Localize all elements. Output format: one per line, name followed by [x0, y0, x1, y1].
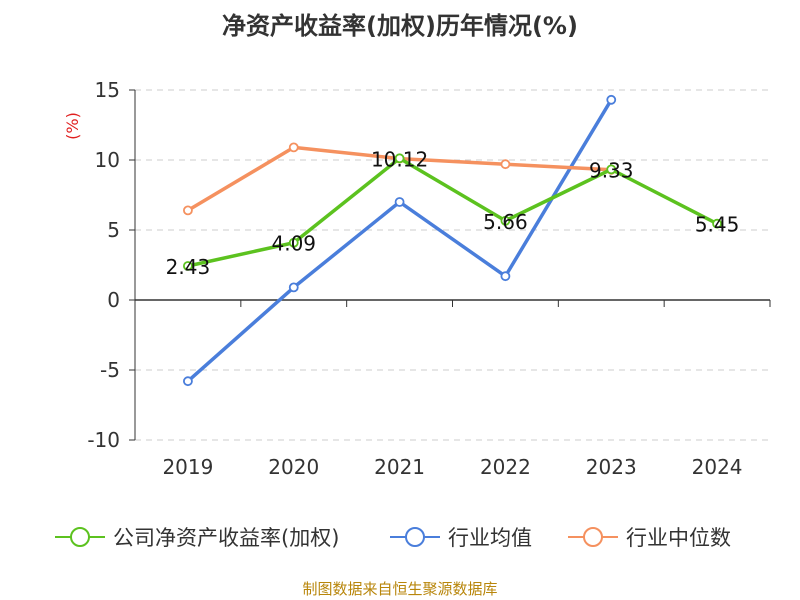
y-tick-label: 5	[107, 218, 120, 242]
data-label: 10.12	[371, 147, 428, 171]
y-tick-label: -5	[100, 358, 120, 382]
series-line	[186, 98, 613, 383]
data-point	[288, 237, 299, 248]
data-label: 2.43	[166, 255, 211, 279]
y-tick-label: 15	[95, 78, 120, 102]
chart-title: 净资产收益率(加权)历年情况(%)	[222, 12, 578, 40]
x-tick-label: 2019	[162, 455, 213, 479]
x-tick-label: 2024	[692, 455, 743, 479]
data-point	[288, 142, 299, 153]
data-point	[288, 282, 299, 293]
data-point	[394, 197, 405, 207]
data-point	[606, 164, 617, 175]
axes: 15 10 5 0 -5 -10 2019 2020 2021 2022 2023 2024	[87, 78, 771, 479]
y-axis-unit-label: (%)	[63, 112, 82, 140]
legend-marker	[70, 527, 90, 547]
data-point	[183, 376, 193, 387]
data-labels: 2.43 4.09 10.12 5.66 9.33 5.45	[166, 147, 740, 279]
data-label: 9.33	[589, 158, 634, 182]
data-point	[500, 271, 511, 282]
data-point	[394, 153, 405, 164]
y-tick-label: -10	[87, 428, 120, 452]
series-group	[183, 94, 722, 387]
y-tick-label: 10	[95, 148, 120, 172]
series-line	[187, 156, 718, 268]
legend-label: 公司净资产收益率(加权)	[113, 526, 339, 550]
legend-marker	[405, 527, 425, 547]
data-label: 5.45	[695, 213, 740, 237]
x-tick-label: 2021	[374, 455, 425, 479]
x-tick-label: 2023	[586, 455, 637, 479]
y-tick-label: 0	[107, 288, 120, 312]
data-source-note: 制图数据来自恒生聚源数据库	[302, 580, 497, 598]
grid-lines	[135, 89, 770, 441]
legend-marker	[583, 527, 603, 547]
legend: 公司净资产收益率(加权) 行业均值 行业中位数	[55, 526, 731, 550]
legend-label: 行业均值	[448, 526, 532, 550]
data-label: 5.66	[483, 210, 528, 234]
data-point	[500, 215, 511, 226]
data-point	[183, 261, 193, 271]
data-point	[606, 94, 617, 105]
legend-label: 行业中位数	[626, 526, 731, 550]
data-point	[712, 218, 722, 229]
x-tick-label: 2022	[480, 455, 531, 479]
data-label: 4.09	[271, 232, 316, 256]
data-point	[500, 159, 511, 170]
data-point	[183, 205, 193, 216]
x-tick-label: 2020	[268, 455, 319, 479]
